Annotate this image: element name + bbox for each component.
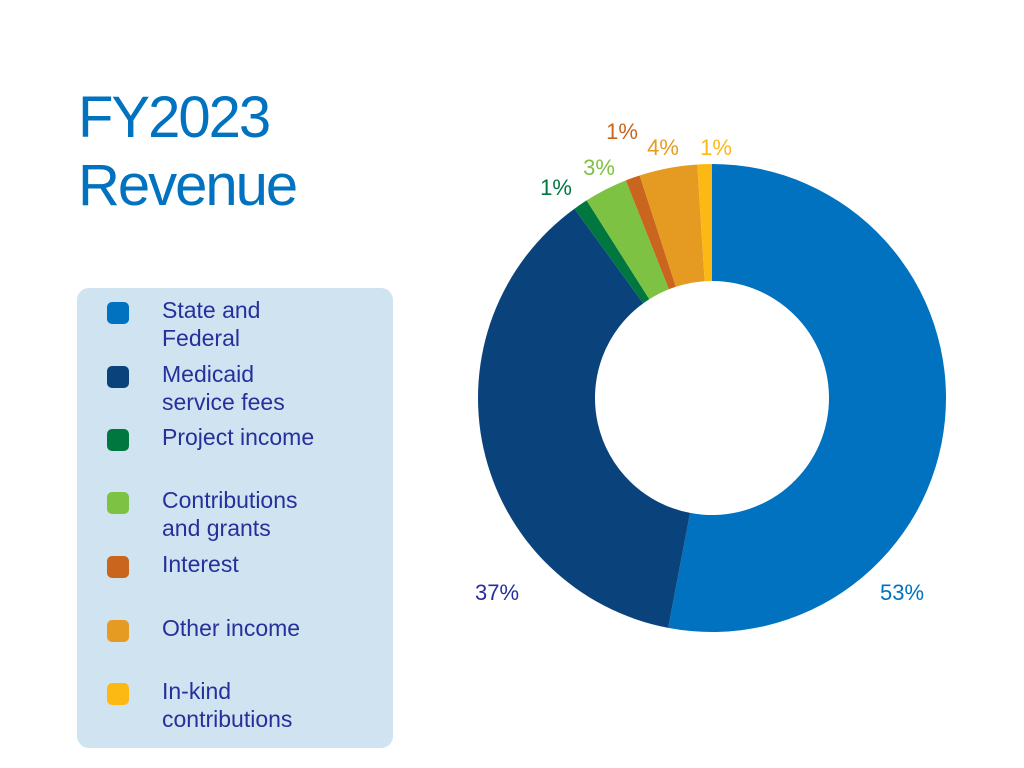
legend-swatch: [107, 429, 129, 451]
data-label: 53%: [880, 580, 924, 605]
legend-label: Project income: [162, 424, 315, 450]
donut-slice: [586, 180, 669, 300]
donut-slice: [477, 208, 691, 628]
data-label: 1%: [700, 135, 732, 160]
title-line-1: FY2023: [78, 85, 271, 150]
legend-label: State and Federal: [162, 297, 261, 351]
donut-slice: [668, 164, 946, 632]
legend-label: In-kind contributions: [162, 678, 293, 732]
donut-slice: [639, 164, 705, 287]
chart-title: FY2023 Revenue: [78, 84, 298, 220]
legend-label: Interest: [162, 551, 239, 577]
legend-swatch: [107, 683, 129, 705]
title-line-2: Revenue: [78, 153, 298, 218]
data-label: 3%: [583, 155, 615, 180]
legend-swatch: [107, 366, 129, 388]
data-label: 4%: [647, 135, 679, 160]
donut-slice: [697, 164, 712, 282]
legend-label: Contributions and grants: [162, 487, 298, 541]
legend-swatch: [107, 620, 129, 642]
donut-slice: [574, 200, 650, 304]
legend-swatch: [107, 556, 129, 578]
legend-swatch: [107, 302, 129, 324]
data-label: 1%: [606, 119, 638, 144]
data-label: 37%: [475, 580, 519, 605]
legend: State and Federal Medicaid service fees Proj…: [77, 288, 393, 748]
data-label: 1%: [540, 175, 572, 200]
donut-slice: [625, 175, 676, 290]
legend-swatch: [107, 492, 129, 514]
legend-label: Other income: [162, 615, 301, 641]
legend-label: Medicaid service fees: [162, 361, 285, 415]
